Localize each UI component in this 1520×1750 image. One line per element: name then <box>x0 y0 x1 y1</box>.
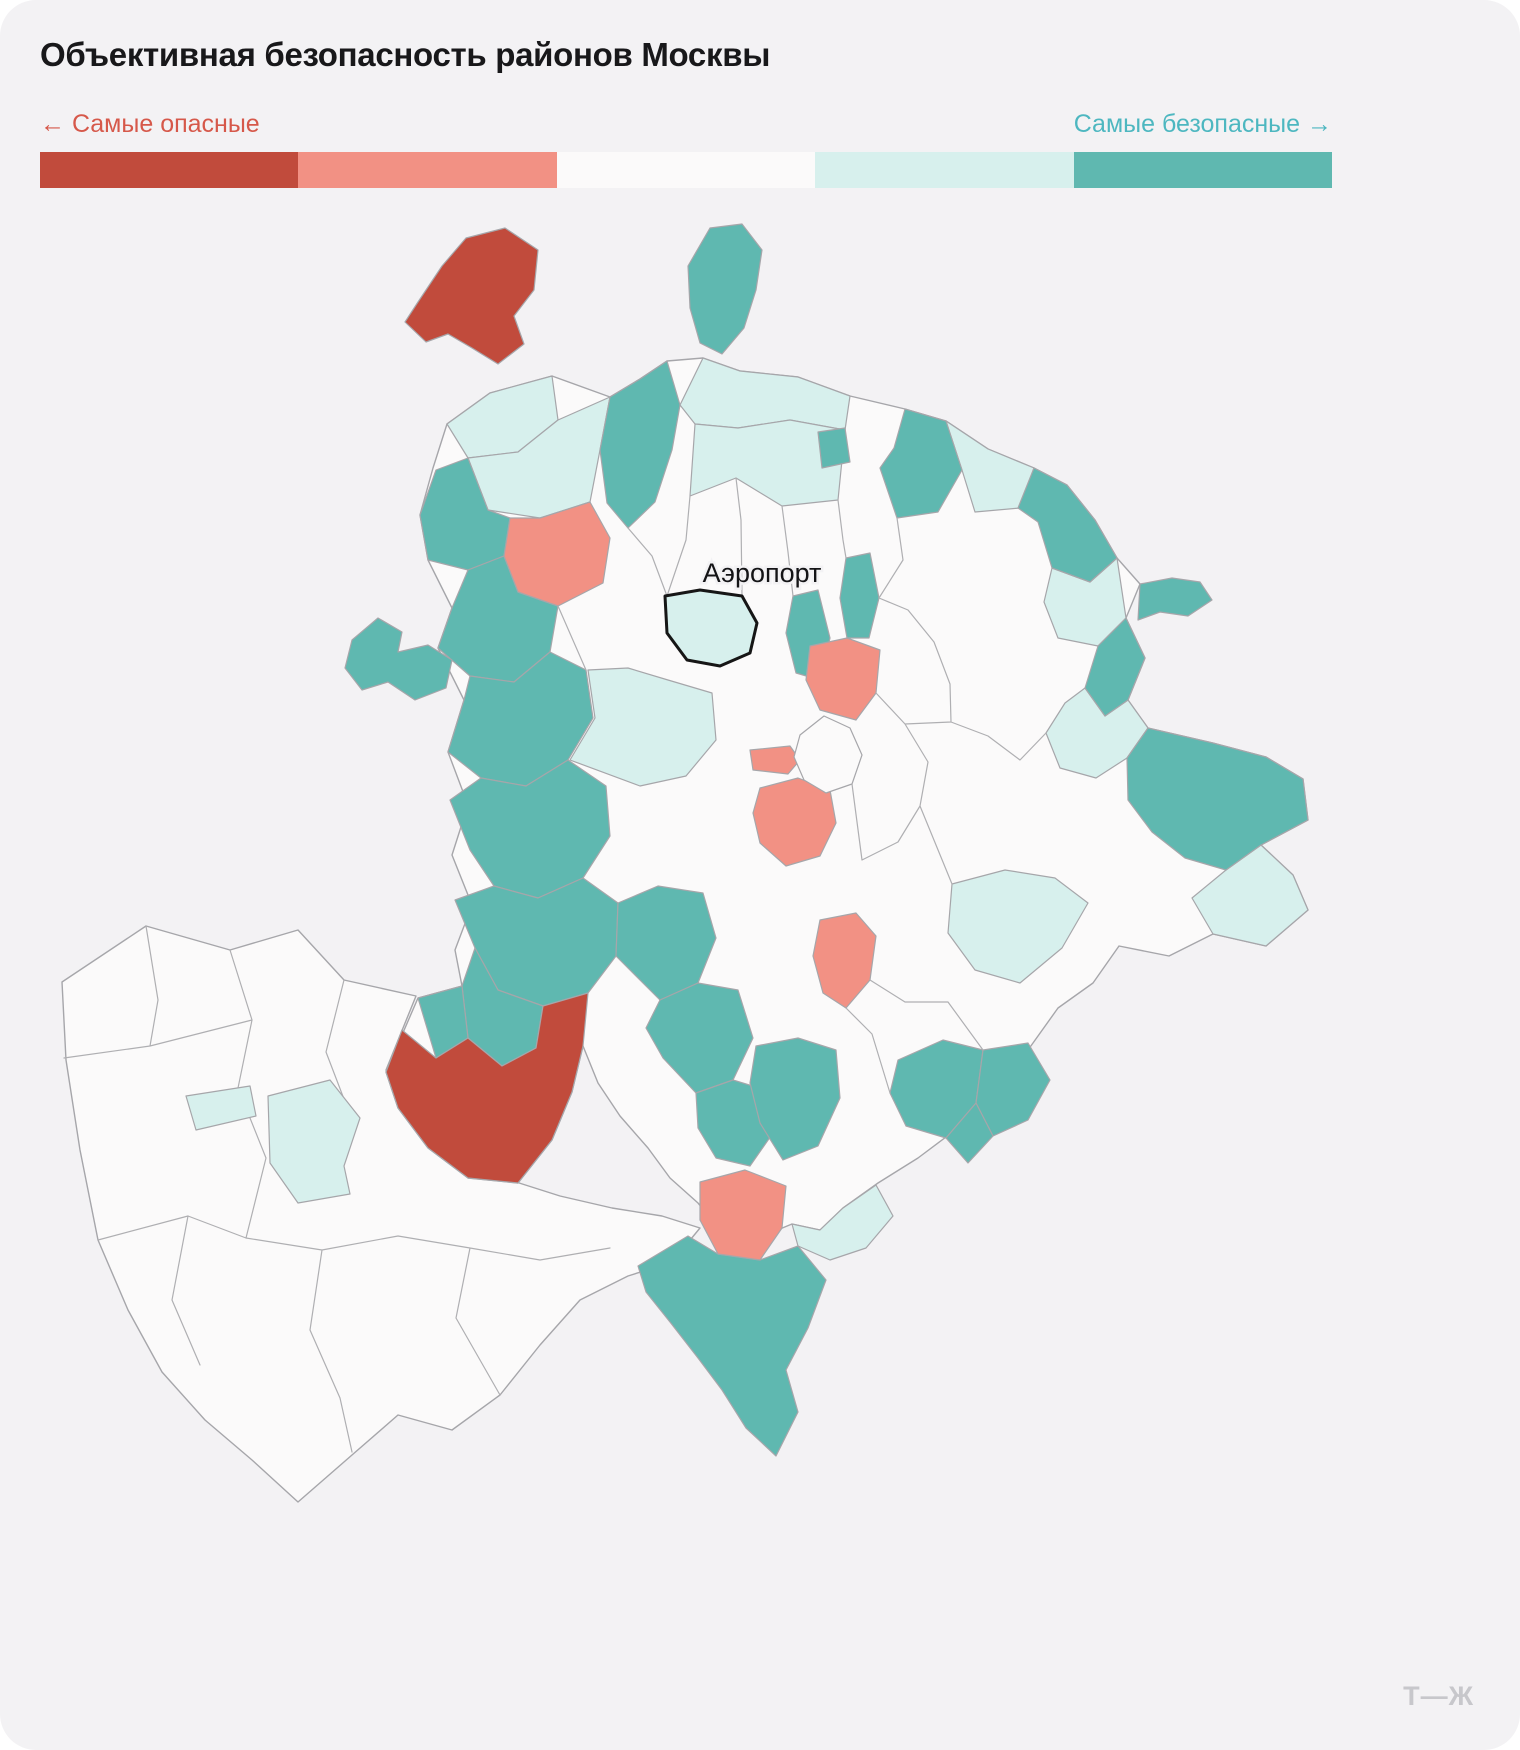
map-region <box>945 1102 994 1164</box>
legend-label-safe: Самые безопасные → <box>1073 110 1332 138</box>
map-region <box>385 992 589 1184</box>
map-region <box>791 1184 894 1261</box>
page-title: Объективная безопасность районов Москвы <box>40 36 771 73</box>
map-region <box>812 912 877 1009</box>
map-region <box>947 869 1089 984</box>
scale-segment-dangerous <box>298 152 557 188</box>
scale-segment-safest <box>1073 152 1333 188</box>
map-region <box>637 1235 827 1457</box>
map-region <box>1017 467 1118 583</box>
scale-segment-safe <box>815 152 1074 188</box>
map-region <box>1126 727 1309 871</box>
map-region <box>817 427 851 469</box>
legend-label-dangerous: ← Самые опасные <box>40 110 260 138</box>
map-region <box>569 667 717 787</box>
map-region <box>503 501 611 607</box>
aeroport-district-label: Аэропорт <box>703 558 822 588</box>
map-region <box>805 637 881 721</box>
map-region <box>1137 577 1213 621</box>
map-region <box>1191 844 1309 947</box>
scale-segment-most-dangerous <box>40 152 299 188</box>
map-region <box>267 1079 361 1204</box>
map-region-exclave-northwest <box>404 227 539 365</box>
map-borders-city <box>557 477 1047 1094</box>
map-region <box>699 1169 787 1261</box>
legend: ← Самые опасные Самые безопасные → <box>40 110 1332 139</box>
map-region <box>615 885 717 1001</box>
color-scale <box>40 152 1333 188</box>
scale-segment-neutral <box>556 152 816 188</box>
map-region-exclave-north <box>687 223 763 355</box>
map-region <box>679 357 851 431</box>
aeroport-district-outline <box>663 588 759 668</box>
map-region <box>599 360 681 529</box>
map-region <box>975 1042 1051 1137</box>
map-region <box>185 1085 257 1131</box>
map-region <box>344 617 453 701</box>
map-region <box>695 1079 774 1167</box>
map-region <box>749 745 801 775</box>
map-region <box>879 408 963 519</box>
map-region <box>749 1037 841 1161</box>
map-region <box>1084 617 1146 717</box>
tj-logo: Т—Ж <box>1403 1681 1474 1711</box>
map-region <box>839 552 880 639</box>
